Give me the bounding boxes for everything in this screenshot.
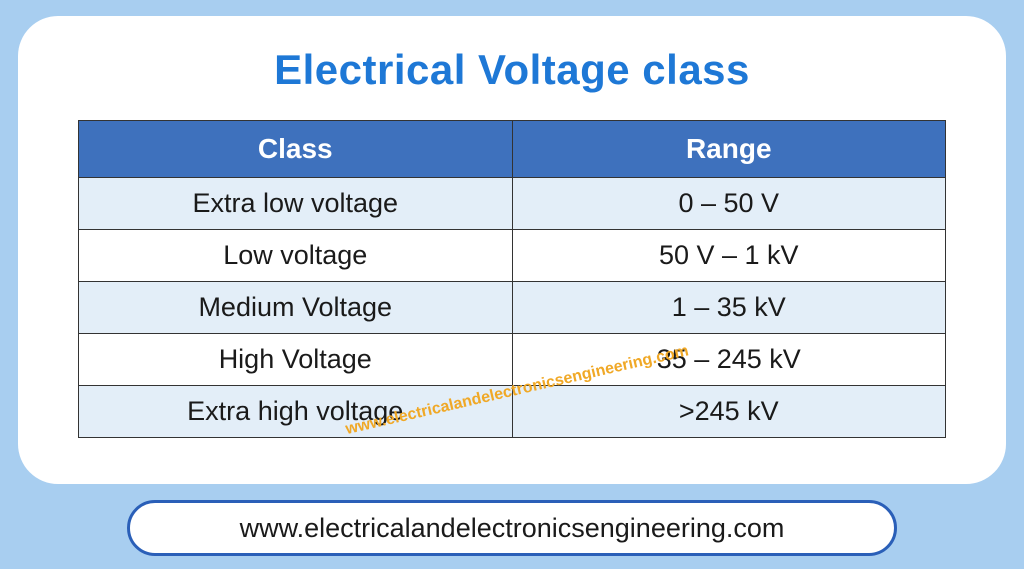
footer-url-pill: www.electricalandelectronicsengineering.…: [127, 500, 897, 556]
cell-class: Extra low voltage: [79, 178, 513, 230]
content-card: Electrical Voltage class Class Range Ext…: [18, 16, 1006, 484]
table-header-row: Class Range: [79, 121, 946, 178]
cell-range: >245 kV: [512, 386, 946, 438]
col-header-range: Range: [512, 121, 946, 178]
cell-class: Low voltage: [79, 230, 513, 282]
cell-class: Medium Voltage: [79, 282, 513, 334]
footer-url-text: www.electricalandelectronicsengineering.…: [240, 513, 785, 544]
table-row: Extra low voltage 0 – 50 V: [79, 178, 946, 230]
cell-class: High Voltage: [79, 334, 513, 386]
page-title: Electrical Voltage class: [78, 46, 946, 94]
cell-range: 0 – 50 V: [512, 178, 946, 230]
voltage-table: Class Range Extra low voltage 0 – 50 V L…: [78, 120, 946, 438]
table-row: High Voltage 35 – 245 kV: [79, 334, 946, 386]
cell-class: Extra high voltage: [79, 386, 513, 438]
table-row: Extra high voltage >245 kV: [79, 386, 946, 438]
col-header-class: Class: [79, 121, 513, 178]
table-row: Low voltage 50 V – 1 kV: [79, 230, 946, 282]
table-row: Medium Voltage 1 – 35 kV: [79, 282, 946, 334]
cell-range: 1 – 35 kV: [512, 282, 946, 334]
cell-range: 50 V – 1 kV: [512, 230, 946, 282]
cell-range: 35 – 245 kV: [512, 334, 946, 386]
